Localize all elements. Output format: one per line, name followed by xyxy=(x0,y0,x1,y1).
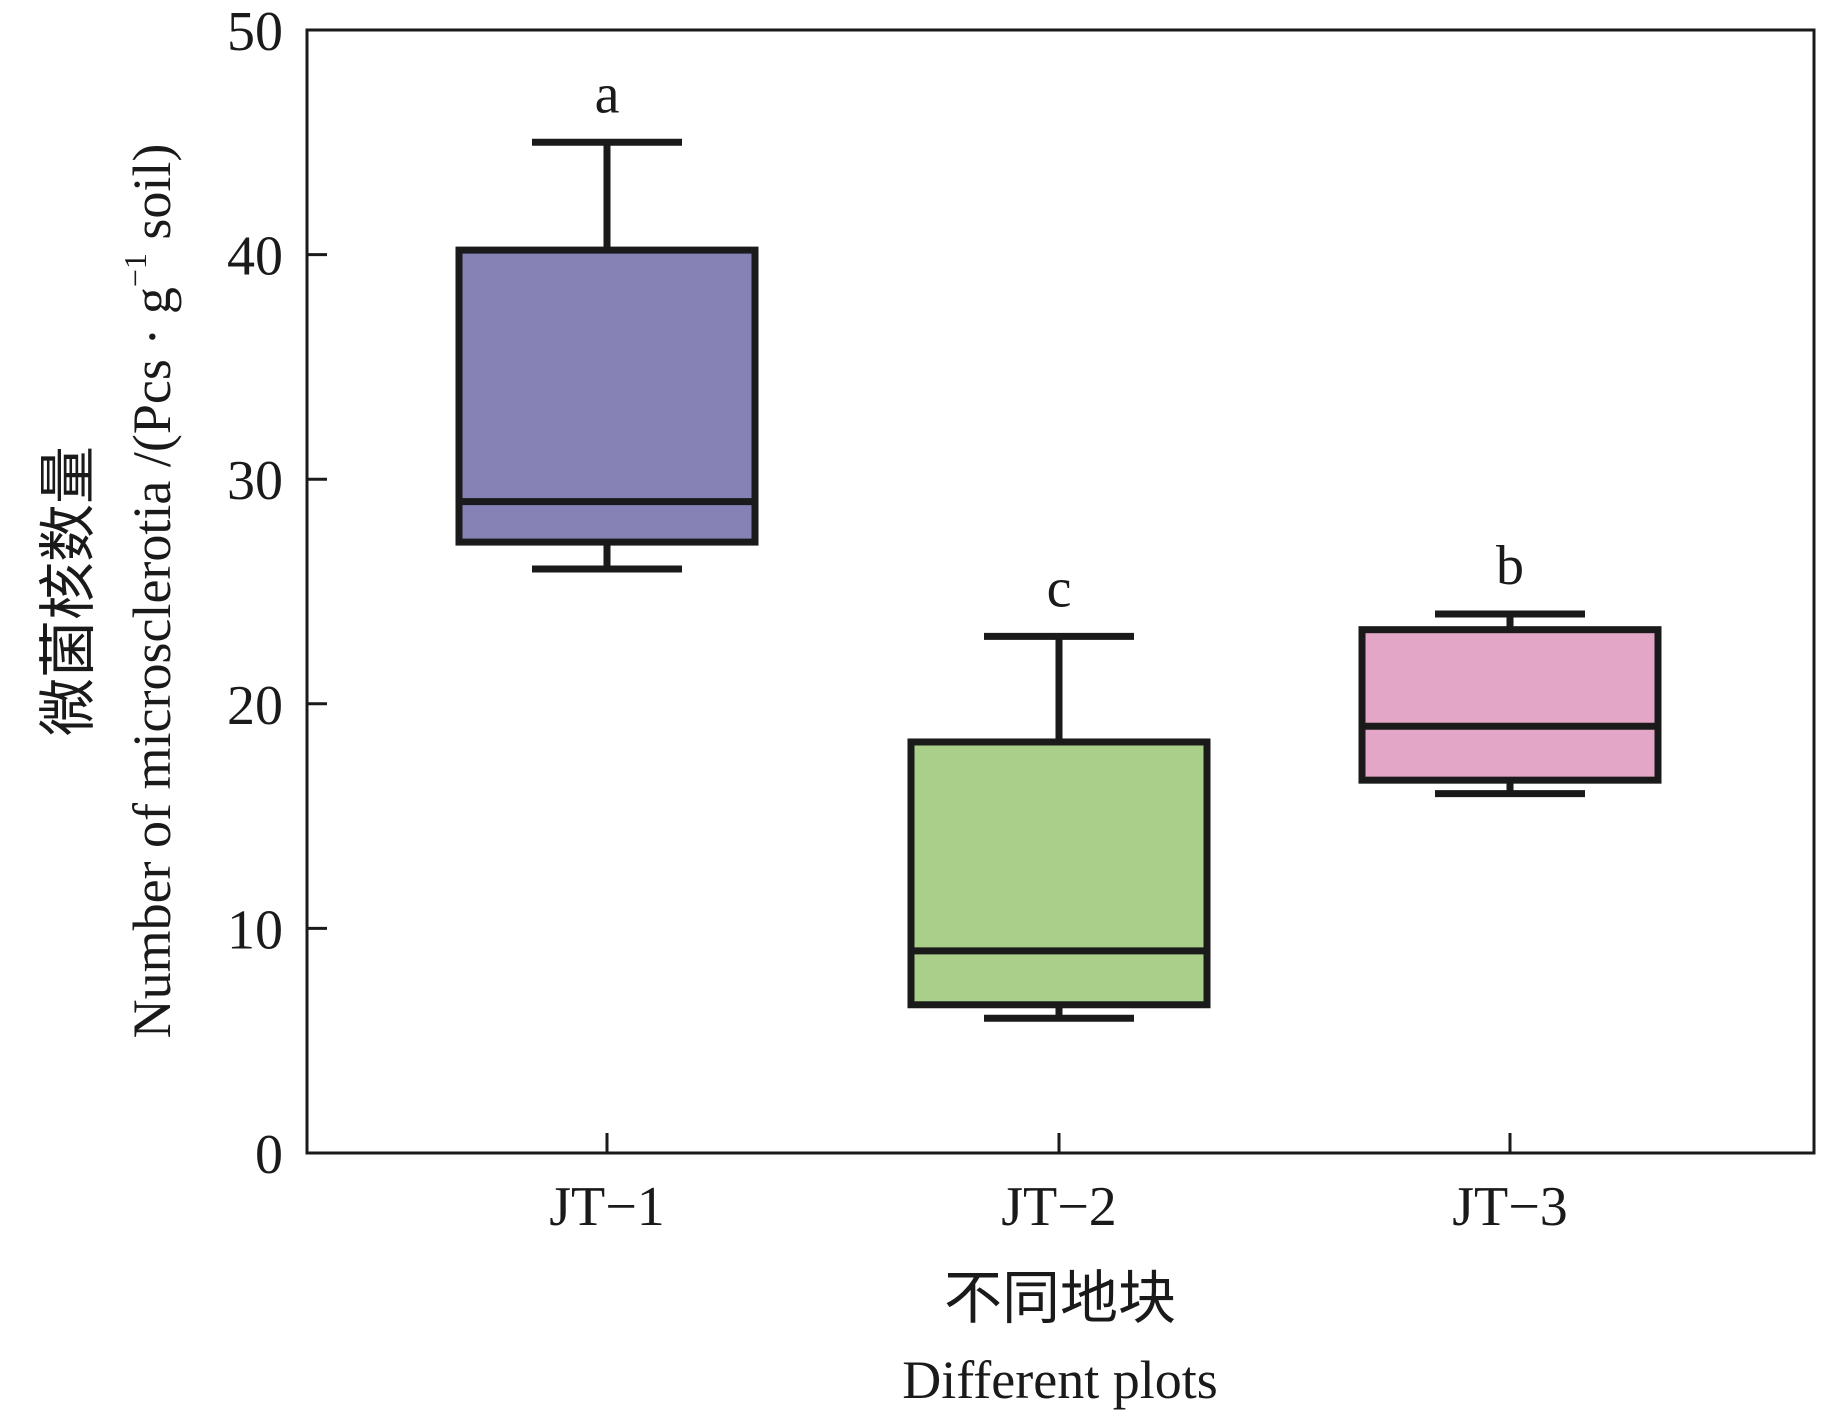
box-2: c xyxy=(907,557,1211,1022)
x-tick-label-1: JT−2 xyxy=(1001,1176,1117,1238)
x-axis: JT−1 JT−2 JT−3 xyxy=(549,1133,1568,1238)
y-tick-label-4: 40 xyxy=(227,226,283,288)
box-series: a c b xyxy=(455,63,1662,1022)
box-3: b xyxy=(1358,535,1662,798)
y-tick-label-5: 50 xyxy=(227,1,283,63)
y-tick-label-3: 30 xyxy=(227,450,283,512)
box-body xyxy=(455,246,759,546)
y-axis-label-cn: 微菌核数量 xyxy=(36,446,101,736)
y-axis-label-en: Number of microsclerotia /(Pcs · g−1 soi… xyxy=(117,144,182,1039)
significance-letter: a xyxy=(595,63,620,125)
y-tick-label-0: 0 xyxy=(255,1124,283,1186)
box-1: a xyxy=(455,63,759,573)
y-axis-label: Number of microsclerotia /(Pcs · g−1 soi… xyxy=(117,144,182,1039)
box-body xyxy=(1358,626,1662,784)
y-axis-label-en-tail: soil) xyxy=(122,144,182,254)
y-axis-label-en-sup: −1 xyxy=(117,253,153,287)
y-tick-label-1: 10 xyxy=(227,899,283,961)
y-axis: 0 10 20 30 40 50 xyxy=(227,1,327,1186)
y-tick-label-2: 20 xyxy=(227,675,283,737)
x-tick-label-0: JT−1 xyxy=(549,1176,665,1238)
x-tick-label-2: JT−3 xyxy=(1452,1176,1568,1238)
x-axis-label-cn: 不同地块 xyxy=(944,1266,1176,1331)
x-axis-label-en: Different plots xyxy=(902,1350,1217,1410)
y-axis-label-cn-group: 微菌核数量 xyxy=(36,446,101,736)
box-body xyxy=(907,738,1211,1009)
y-axis-label-en-main: Number of microsclerotia /(Pcs · g xyxy=(122,287,182,1038)
significance-letter: b xyxy=(1496,535,1524,597)
significance-letter: c xyxy=(1047,557,1072,619)
